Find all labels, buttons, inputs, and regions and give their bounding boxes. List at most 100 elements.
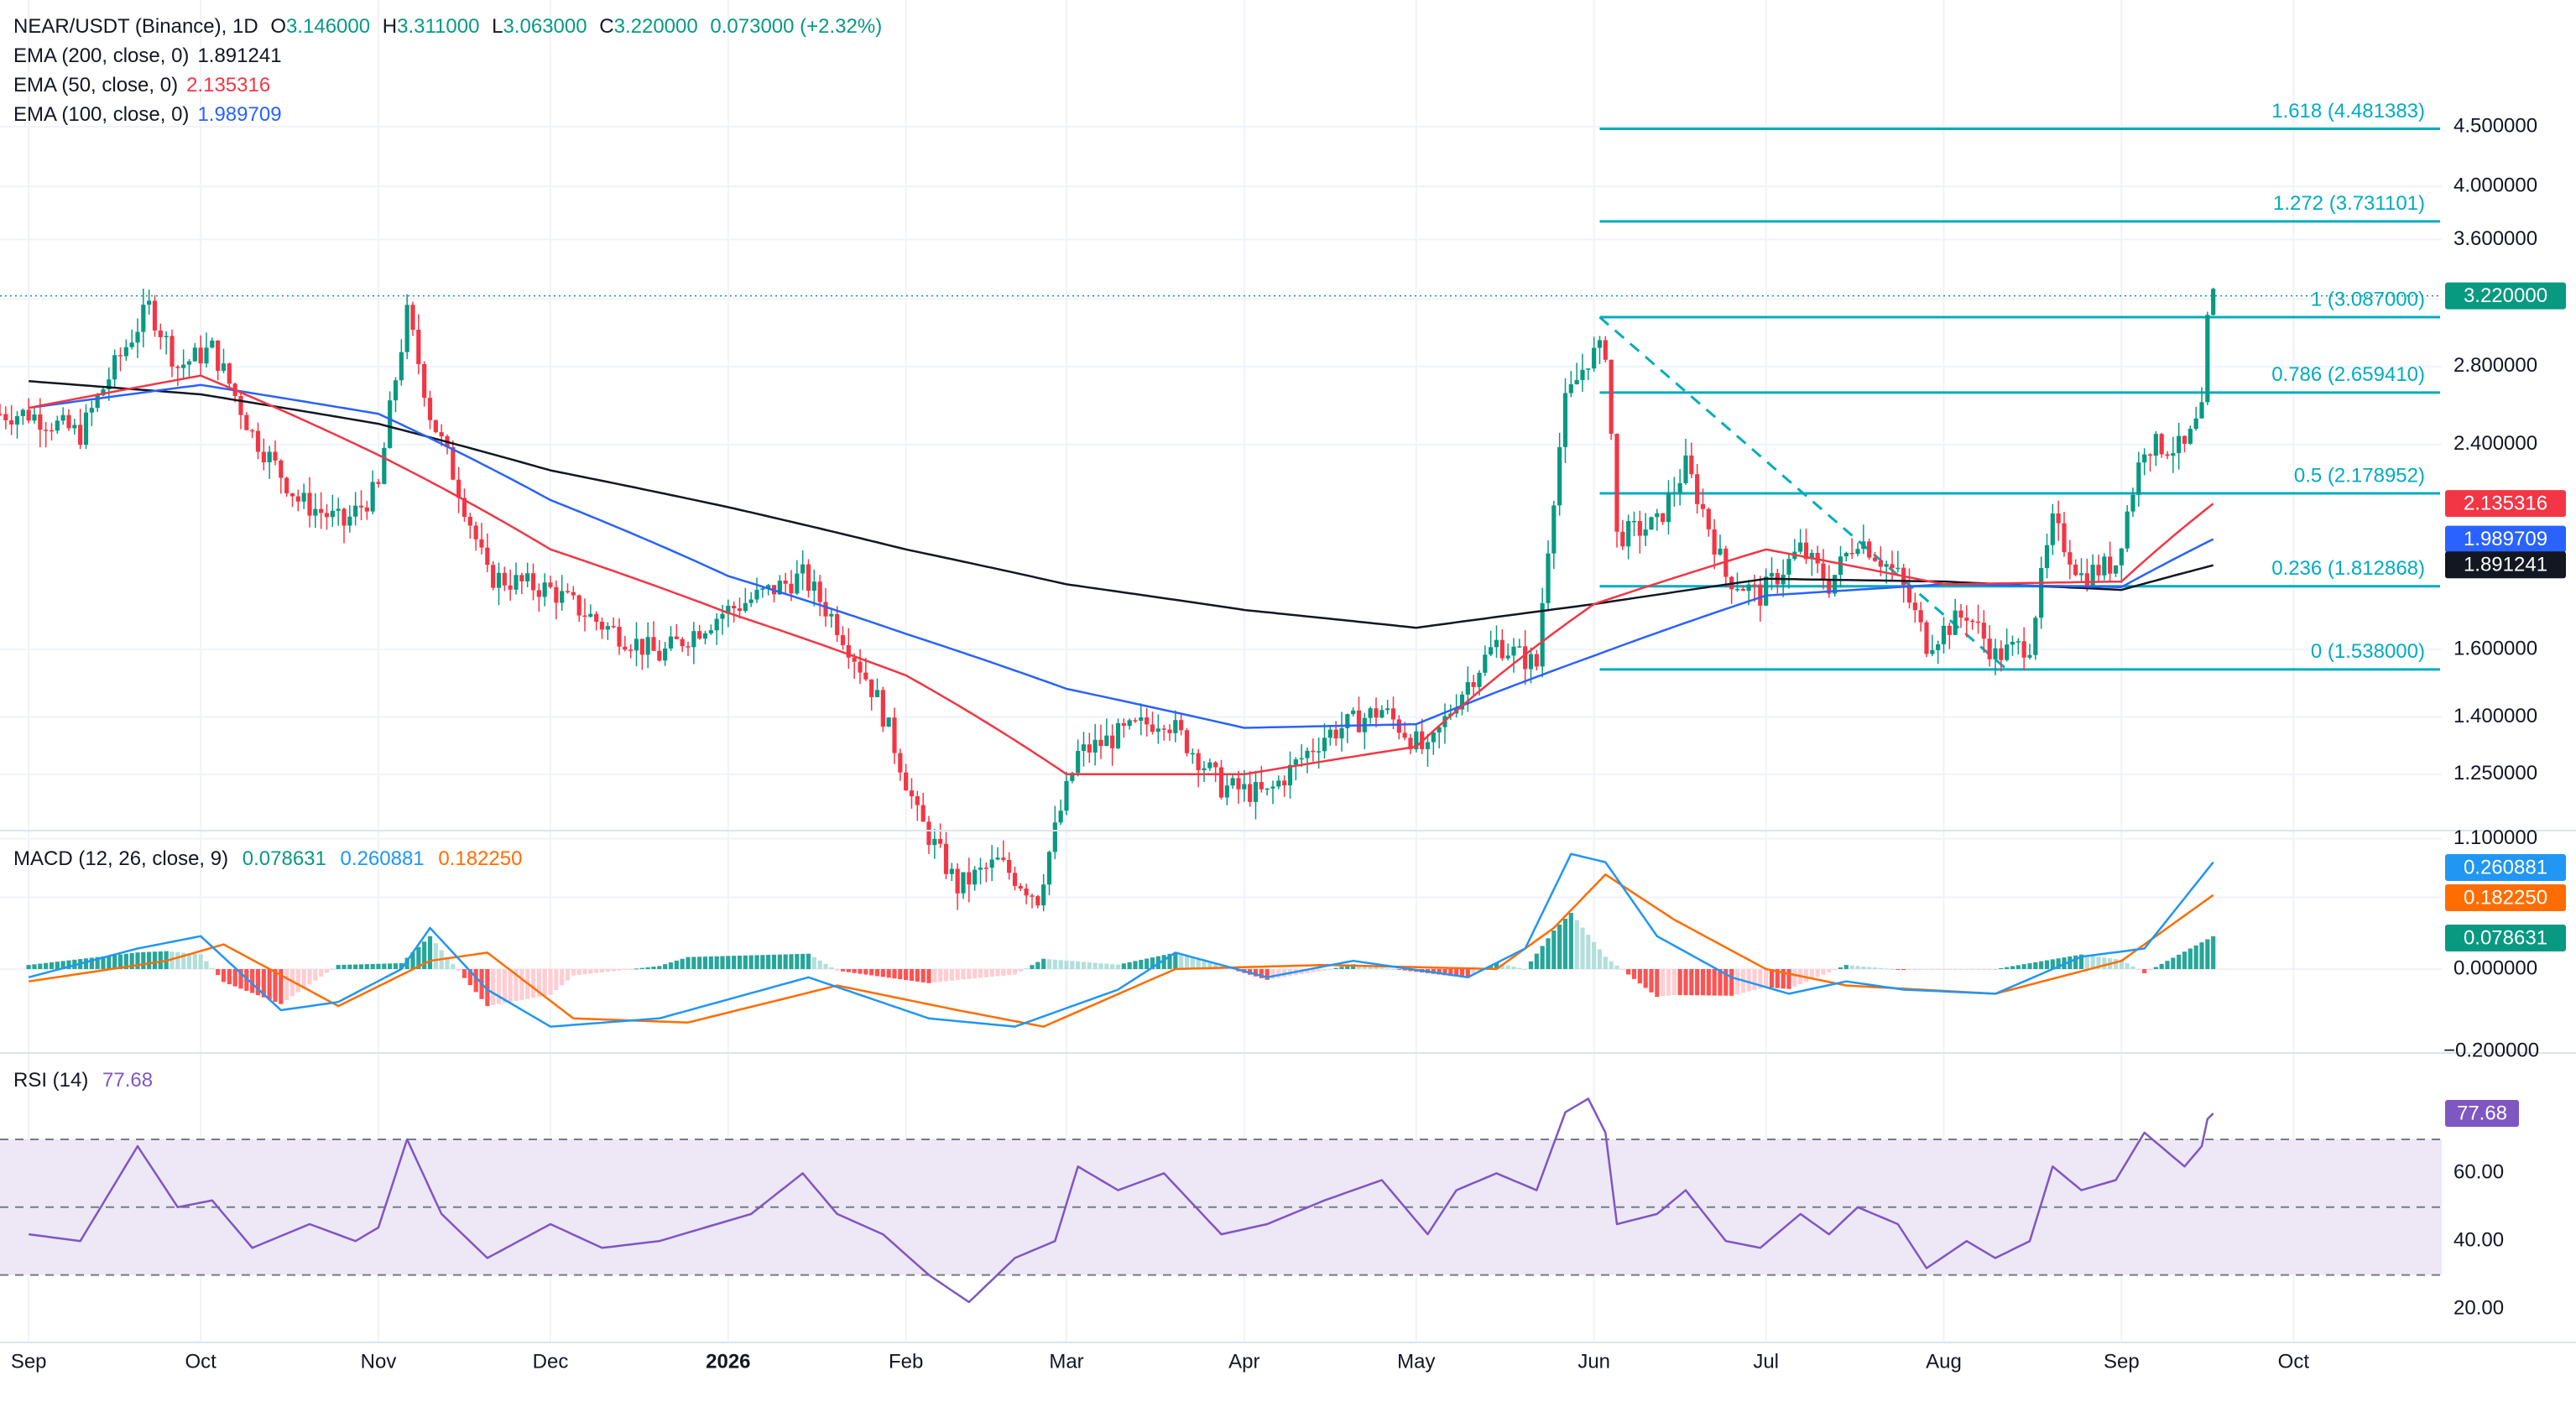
candle-body bbox=[1597, 340, 1603, 348]
macd-hist-bar bbox=[416, 946, 421, 969]
ema100-row[interactable]: EMA (100, close, 0) 1.989709 bbox=[13, 100, 889, 129]
candle-body bbox=[1218, 767, 1224, 798]
macd-hist-bar bbox=[485, 969, 490, 1007]
macd-hist-bar bbox=[1872, 967, 1878, 969]
symbol-label[interactable]: NEAR/USDT (Binance), 1D bbox=[13, 15, 258, 38]
ema200-row[interactable]: EMA (200, close, 0) 1.891241 bbox=[13, 41, 889, 70]
candle-body bbox=[2193, 418, 2198, 430]
macd-hist-bar bbox=[1918, 969, 1923, 970]
macd-hist-bar bbox=[1930, 969, 1935, 970]
macd-hist-bar bbox=[1677, 969, 1682, 996]
macd-hist-bar bbox=[1695, 969, 1700, 996]
macd-hist-bar bbox=[1333, 967, 1338, 969]
candle-body bbox=[800, 564, 806, 574]
time-axis[interactable]: Sep Oct Nov Dec 2026 Feb Mar Apr May Jun Jul Aug Sep… bbox=[11, 1350, 2310, 1373]
candle-body bbox=[1001, 857, 1006, 860]
macd-hist-bar bbox=[657, 966, 662, 969]
macd-badge-label: 0.182250 bbox=[2464, 886, 2547, 909]
candle-body bbox=[1224, 785, 1229, 798]
price-badge-label: 1.989709 bbox=[2464, 528, 2547, 550]
candle-body bbox=[169, 336, 175, 367]
candle-body bbox=[1127, 720, 1132, 727]
ohlc-close-key: C bbox=[599, 15, 614, 38]
macd-hist-bar bbox=[554, 969, 559, 990]
candle-body bbox=[2078, 573, 2084, 576]
macd-legend[interactable]: MACD (12, 26, close, 9) 0.078631 0.26088… bbox=[13, 847, 530, 871]
rsi-legend[interactable]: RSI (14) 77.68 bbox=[13, 1069, 161, 1092]
candle-body bbox=[1046, 852, 1052, 885]
macd-hist-bar bbox=[107, 956, 112, 969]
price-tick-label: 2.800000 bbox=[2453, 354, 2537, 377]
fibonacci-retracement[interactable]: 1.618 (4.481383) 1.272 (3.731101) 1 (3.087… bbox=[1598, 100, 2441, 671]
macd-hist-bar bbox=[771, 954, 777, 969]
macd-hist-bar bbox=[227, 969, 232, 985]
candle-body bbox=[938, 838, 943, 844]
candle-body bbox=[777, 581, 782, 595]
candle-body bbox=[582, 615, 587, 618]
candle-body bbox=[1390, 708, 1396, 720]
candle-body bbox=[376, 482, 381, 484]
candle-body bbox=[519, 575, 524, 581]
candle-body bbox=[605, 626, 610, 630]
ohlc-open-key: O bbox=[270, 15, 286, 38]
candle-body bbox=[147, 300, 152, 305]
rsi-axis[interactable]: 60.00 40.00 20.00 77.68 bbox=[2445, 1099, 2519, 1319]
candle-body bbox=[737, 608, 743, 612]
macd-hist-bar bbox=[502, 969, 507, 1003]
candle-body bbox=[1374, 708, 1379, 718]
ohlc-low-key: L bbox=[492, 15, 503, 38]
candle-body bbox=[588, 613, 593, 618]
fib-level-label: 1.272 (3.731101) bbox=[2273, 192, 2425, 215]
candle-body bbox=[1689, 455, 1694, 475]
candle-body bbox=[186, 361, 192, 365]
candle-body bbox=[370, 482, 375, 512]
candle-body bbox=[1253, 782, 1259, 802]
macd-hist-bar bbox=[1878, 967, 1883, 969]
candle-body bbox=[1505, 655, 1510, 659]
candle-body bbox=[2068, 552, 2073, 565]
candle-body bbox=[9, 420, 14, 425]
candle-body bbox=[2073, 564, 2078, 576]
candle-body bbox=[1970, 620, 1975, 623]
candle-body bbox=[1677, 482, 1682, 493]
macd-hist-bar bbox=[364, 964, 369, 969]
macd-hist-bar bbox=[175, 951, 180, 969]
candle-body bbox=[1827, 580, 1832, 594]
macd-hist-bar bbox=[1700, 969, 1706, 996]
macd-hist-bar bbox=[319, 969, 324, 977]
macd-hist-bar bbox=[2211, 936, 2216, 969]
macd-hist-bar bbox=[1270, 969, 1275, 979]
candle-body bbox=[388, 400, 393, 448]
candle-body bbox=[920, 805, 926, 822]
macd-hist-bar bbox=[1253, 969, 1259, 977]
candle-body bbox=[1431, 732, 1436, 743]
macd-axis[interactable]: 0.000000 −0.200000 0.260881 0.182250 0.07863… bbox=[2443, 854, 2566, 1061]
macd-hist-bar bbox=[886, 969, 891, 978]
price-badge-label: 2.135316 bbox=[2464, 492, 2547, 514]
macd-hist-bar bbox=[2142, 969, 2147, 973]
fib-trend-line[interactable] bbox=[1598, 315, 2008, 670]
candle-body bbox=[760, 588, 765, 590]
macd-hist-bar bbox=[1064, 960, 1069, 969]
candle-body bbox=[680, 638, 685, 647]
candle-body bbox=[560, 591, 565, 603]
macd-hist-bar bbox=[1076, 961, 1081, 969]
candle-body bbox=[1173, 720, 1178, 733]
macd-hist-bar bbox=[1311, 969, 1316, 972]
macd-hist-bar bbox=[634, 968, 639, 970]
pane-separators[interactable] bbox=[0, 830, 2576, 1343]
candle-body bbox=[1855, 549, 1860, 555]
macd-hist-bar bbox=[645, 967, 650, 969]
ema50-row[interactable]: EMA (50, close, 0) 2.135316 bbox=[13, 70, 889, 100]
macd-hist-bar bbox=[1345, 965, 1350, 969]
price-tick-label: 4.000000 bbox=[2453, 174, 2537, 196]
macd-hist-bar bbox=[1849, 965, 1854, 969]
macd-hist-bar bbox=[1689, 969, 1694, 996]
macd-hist-bar bbox=[1884, 968, 1889, 970]
macd-hist-bar bbox=[2182, 951, 2188, 969]
macd-hist-bar bbox=[32, 964, 37, 969]
macd-hist-bar bbox=[2033, 962, 2038, 969]
macd-hist-bar bbox=[1723, 969, 1729, 996]
macd-hist-bar bbox=[1912, 969, 1917, 970]
